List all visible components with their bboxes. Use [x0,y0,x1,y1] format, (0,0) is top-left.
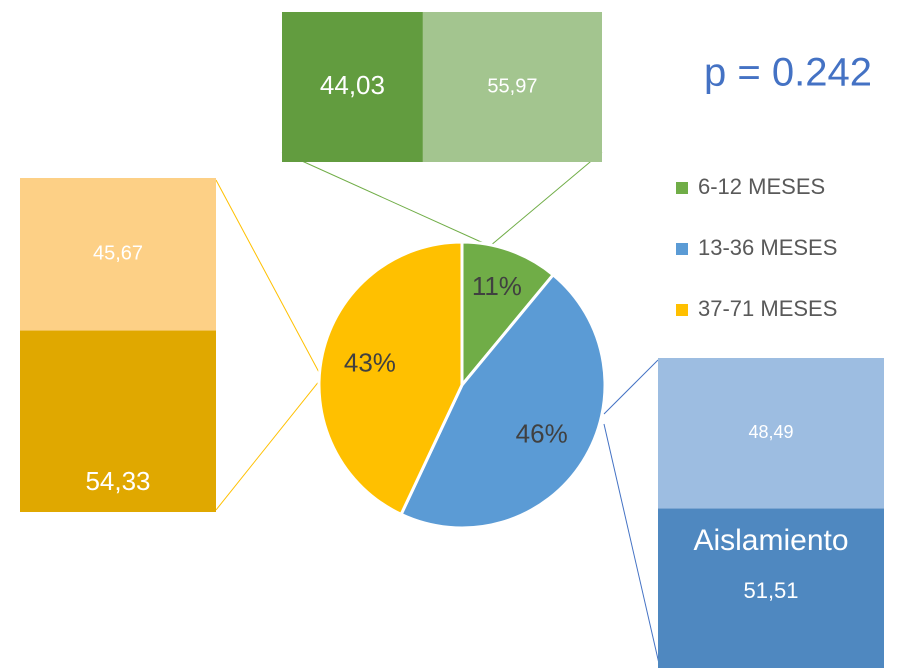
legend-swatch [676,243,688,255]
breakdown-label: 45,67 [93,243,143,265]
pie-slice [399,272,607,530]
breakdown-segment [20,178,216,331]
breakdown-label: 51,51 [743,578,798,603]
legend-label: 6-12 MESES [698,174,825,199]
connector [215,379,321,511]
breakdown-segment [422,12,602,162]
data-label: 11% [472,271,522,301]
breakdown-label: 55,97 [487,75,537,97]
breakdown-label: 54,33 [85,466,150,496]
connector [603,359,659,415]
connector [603,423,661,668]
legend-swatch [676,182,688,194]
data-label: 46% [516,418,568,448]
legend-label: 37-71 MESES [698,296,837,321]
annotation: p = 0.242 [704,51,872,95]
pie-slice [317,240,464,517]
breakdown-segment [658,508,884,668]
connector [215,179,322,377]
pie-slice [460,240,556,390]
breakdown-segment [20,330,216,512]
legend-swatch [676,304,688,316]
breakdown-segment [658,358,884,509]
connector [281,151,491,247]
breakdown-label: 44,03 [320,70,385,100]
connector [489,151,603,247]
breakdown-label: 48,49 [748,422,793,442]
legend-label: 13-36 MESES [698,235,837,260]
breakdown-name: Aislamiento [693,524,848,557]
breakdown-segment [282,12,423,162]
data-label: 43% [344,347,396,377]
